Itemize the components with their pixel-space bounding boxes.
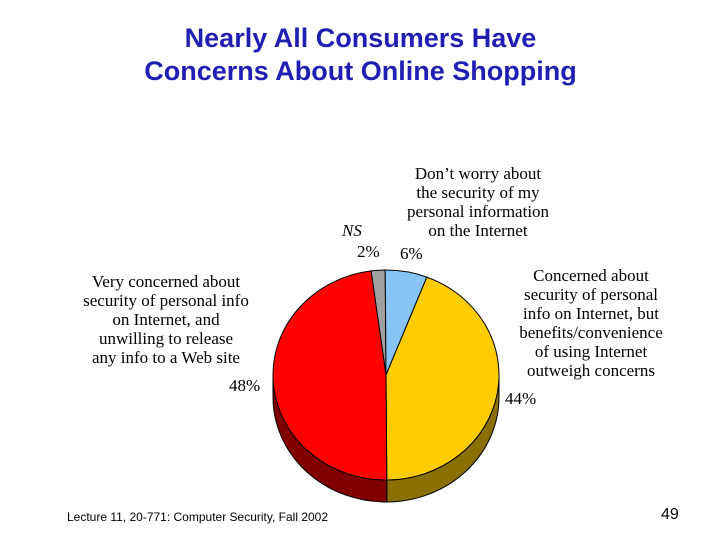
label-very-concerned-line-1: Very concerned about — [91, 272, 241, 291]
slide-title: Nearly All Consumers Have Concerns About… — [0, 22, 721, 88]
label-concerned-benefits: Concerned about security of personal inf… — [496, 266, 686, 380]
label-concerned-line-5: of using Internet — [534, 342, 648, 361]
value-label-very-concerned: 48% — [229, 376, 261, 395]
pie-slice-very-concerned — [272, 270, 388, 481]
label-very-concerned-line-2: security of personal info — [83, 291, 249, 310]
footer-text: Lecture 11, 20-771: Computer Security, F… — [67, 510, 329, 524]
label-very-concerned: Very concerned about security of persona… — [60, 272, 272, 367]
label-dont-worry-line-2: the security of my — [416, 183, 540, 202]
label-very-concerned-line-4: unwilling to release — [98, 329, 234, 348]
label-ns: NS — [342, 221, 362, 240]
label-dont-worry-line-3: personal information — [406, 202, 550, 221]
label-dont-worry-line-1: Don’t worry about — [414, 164, 542, 183]
page-number: 49 — [661, 506, 679, 523]
value-label-ns: 2% — [357, 242, 380, 261]
pie-slice-concerned-but-benefits-outweigh — [385, 276, 500, 481]
value-label-concerned: 44% — [505, 389, 537, 408]
label-concerned-line-1: Concerned about — [533, 266, 649, 285]
label-concerned-line-2: security of personal — [523, 285, 659, 304]
title-line-2: Concerns About Online Shopping — [144, 56, 577, 86]
label-concerned-line-4: benefits/convenience — [519, 323, 663, 342]
label-very-concerned-line-5: any info to a Web site — [92, 348, 240, 367]
label-concerned-line-6: outweigh concerns — [527, 361, 655, 380]
label-very-concerned-line-3: on Internet, and — [112, 310, 220, 329]
label-dont-worry-line-4: on the Internet — [428, 221, 528, 240]
pie-tops — [272, 269, 500, 481]
value-label-dont-worry: 6% — [400, 244, 423, 263]
label-dont-worry: Don’t worry about the security of my per… — [388, 164, 568, 240]
label-concerned-line-3: info on Internet, but — [523, 304, 659, 323]
title-line-1: Nearly All Consumers Have — [184, 23, 537, 53]
